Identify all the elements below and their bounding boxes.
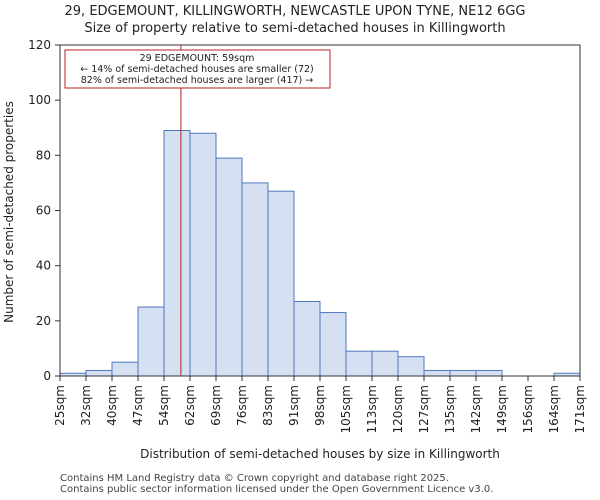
annotation-box (64, 49, 331, 89)
x-axis-ticks: 25sqm 32sqm 40sqm 47sqm 54sqm 62sqm 69sqm 76sqm… (53, 376, 587, 433)
x-tick-label: 156sqm (521, 385, 535, 433)
x-tick-label: 54sqm (157, 385, 171, 426)
chart-title: 29, EDGEMOUNT, KILLINGWORTH, NEWCASTLE U… (65, 4, 526, 19)
x-tick-label: 76sqm (235, 385, 249, 426)
histogram-bar (345, 350, 373, 377)
x-tick-label: 164sqm (547, 385, 561, 433)
annotation-line-2: ← 14% of semi-detached houses are smalle… (80, 64, 314, 75)
y-axis-ticks: 0 20 40 60 80 100 120 (28, 38, 60, 383)
x-tick-label: 98sqm (313, 385, 327, 426)
histogram-bar (319, 312, 347, 377)
x-tick-label: 83sqm (261, 385, 275, 426)
x-tick-label: 149sqm (495, 385, 509, 433)
footer-line-1: Contains HM Land Registry data © Crown c… (60, 473, 449, 484)
histogram-bar (371, 350, 399, 377)
histogram-bar (397, 356, 425, 377)
y-tick-label: 40 (36, 259, 51, 273)
x-tick-label: 135sqm (443, 385, 457, 433)
x-tick-label: 69sqm (209, 385, 223, 426)
histogram-bar (163, 130, 191, 377)
histogram-bar (241, 182, 269, 377)
x-tick-label: 120sqm (391, 385, 405, 433)
x-tick-label: 32sqm (79, 385, 93, 426)
histogram-bar (267, 190, 295, 377)
histogram-bar (215, 157, 243, 377)
histogram-bar (423, 369, 451, 377)
x-tick-label: 47sqm (131, 385, 145, 426)
histogram-bar (449, 369, 477, 377)
histogram-bar (293, 301, 321, 377)
x-tick-label: 127sqm (417, 385, 431, 433)
y-tick-label: 20 (36, 314, 51, 328)
x-tick-label: 113sqm (365, 385, 379, 433)
annotation-line-1: 29 EDGEMOUNT: 59sqm (140, 53, 255, 64)
x-tick-label: 62sqm (183, 385, 197, 426)
histogram-bar (475, 369, 503, 377)
chart-subtitle: Size of property relative to semi-detach… (84, 21, 505, 36)
x-tick-label: 105sqm (339, 385, 353, 433)
x-tick-label: 171sqm (573, 385, 587, 433)
y-tick-label: 60 (36, 204, 51, 218)
annotation-line-3: 82% of semi-detached houses are larger (… (81, 75, 314, 86)
x-tick-label: 25sqm (53, 385, 67, 426)
x-tick-label: 142sqm (469, 385, 483, 433)
y-axis-label: Number of semi-detached properties (2, 101, 16, 323)
footer-line-2: Contains public sector information licen… (60, 484, 494, 495)
x-tick-label: 91sqm (287, 385, 301, 426)
histogram-bar (85, 369, 113, 377)
y-tick-label: 120 (28, 38, 51, 52)
histogram-bar (189, 132, 217, 377)
y-tick-label: 80 (36, 148, 51, 162)
x-tick-label: 40sqm (105, 385, 119, 426)
y-tick-label: 0 (43, 369, 51, 383)
x-axis-label: Distribution of semi-detached houses by … (140, 447, 500, 461)
y-tick-label: 100 (28, 93, 51, 107)
bars-group (59, 130, 581, 377)
histogram-bar (137, 306, 165, 377)
histogram-bar (111, 361, 139, 377)
